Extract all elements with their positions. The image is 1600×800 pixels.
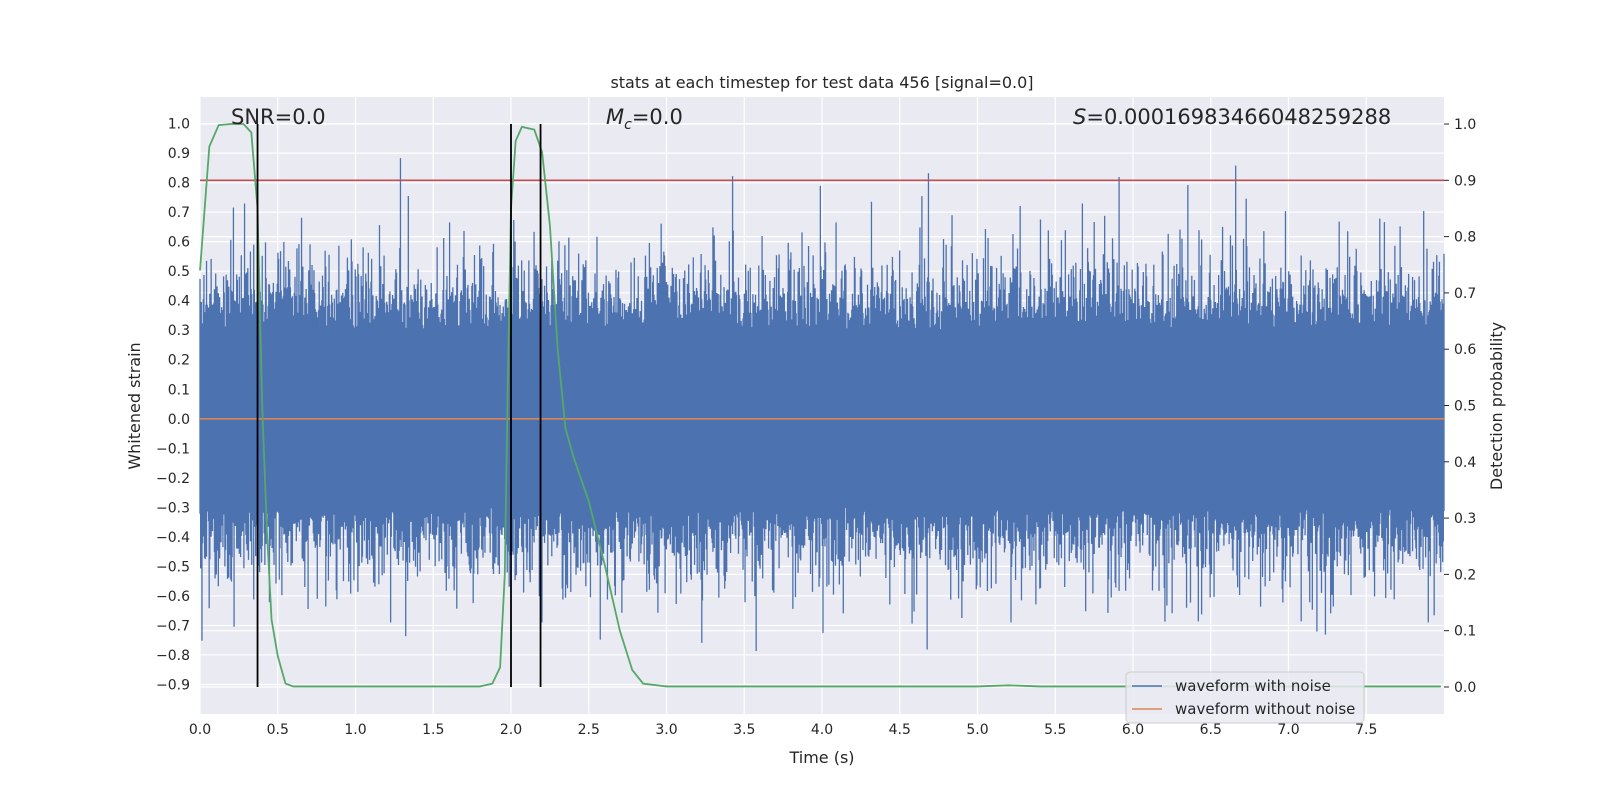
x-tick-label: 4.5 xyxy=(889,722,911,738)
x-tick-label: 6.0 xyxy=(1122,722,1144,738)
y2-tick-label: 1.0 xyxy=(1454,117,1476,133)
x-tick-label: 0.0 xyxy=(189,722,211,738)
chart-title: stats at each timestep for test data 456… xyxy=(610,73,1033,92)
y2-axis-label: Detection probability xyxy=(1487,322,1506,490)
y2-tick-label: 0.4 xyxy=(1454,455,1476,471)
x-tick-label: 3.5 xyxy=(733,722,755,738)
y-tick-label: 0.0 xyxy=(168,412,190,428)
y-tick-label: 0.9 xyxy=(168,146,190,162)
legend-label-clean: waveform without noise xyxy=(1175,700,1355,718)
y-tick-label: −0.7 xyxy=(156,618,190,634)
x-tick-label: 6.5 xyxy=(1200,722,1222,738)
x-axis-label: Time (s) xyxy=(788,748,854,767)
score-symbol: S xyxy=(1073,105,1086,129)
x-tick-label: 7.0 xyxy=(1277,722,1299,738)
y2-tick-label: 0.3 xyxy=(1454,511,1476,527)
y-tick-label: 0.6 xyxy=(168,235,190,251)
legend-box xyxy=(1125,671,1365,724)
x-tick-label: 5.5 xyxy=(1044,722,1066,738)
chirp-mass-annotation: Mc=0.0 xyxy=(606,105,683,133)
y2-tick-label: 0.2 xyxy=(1454,567,1476,583)
y-tick-label: 1.0 xyxy=(168,117,190,133)
legend: waveform with noise waveform without noi… xyxy=(1125,671,1365,724)
y-tick-label: 0.2 xyxy=(168,353,190,369)
noise-series xyxy=(199,158,1445,651)
noise-trace xyxy=(199,158,1445,651)
ticks: 0.0 0.5 1.0 1.5 2.0 2.5 3.0 3.5 4.0 4.5 5.0 5.5 6.0 6… xyxy=(156,117,1476,738)
y-tick-label: −0.2 xyxy=(156,471,190,487)
y-tick-label: −0.4 xyxy=(156,530,190,546)
y-tick-label: 0.4 xyxy=(168,294,190,310)
chirp-mass-subscript: c xyxy=(624,117,632,133)
y2-tick-label: 0.1 xyxy=(1454,624,1476,640)
x-tick-label: 5.0 xyxy=(966,722,988,738)
y-tick-label: −0.9 xyxy=(156,677,190,693)
y-tick-label: −0.5 xyxy=(156,559,190,575)
y-tick-label: 0.7 xyxy=(168,205,190,221)
x-tick-label: 1.0 xyxy=(344,722,366,738)
y-tick-label: −0.1 xyxy=(156,441,190,457)
x-tick-label: 3.0 xyxy=(655,722,677,738)
x-tick-label: 1.5 xyxy=(422,722,444,738)
y-tick-label: −0.3 xyxy=(156,500,190,516)
y2-tick-label: 0.0 xyxy=(1454,680,1476,696)
overlay-series xyxy=(199,123,1444,688)
y-tick-label: 0.8 xyxy=(168,176,190,192)
score-annotation: S=0.00016983466048259288 xyxy=(1073,105,1391,129)
x-tick-label: 7.5 xyxy=(1355,722,1377,738)
y-tick-label: −0.8 xyxy=(156,648,190,664)
y2-tick-label: 0.7 xyxy=(1454,286,1476,302)
x-tick-label: 2.0 xyxy=(500,722,522,738)
y-tick-label: 0.1 xyxy=(168,382,190,398)
chirp-mass-symbol: M xyxy=(606,105,624,129)
y-axis-label: Whitened strain xyxy=(125,342,144,469)
y-tick-label: 0.3 xyxy=(168,323,190,339)
y2-tick-label: 0.8 xyxy=(1454,230,1476,246)
score-value: =0.00016983466048259288 xyxy=(1086,105,1391,129)
y2-tick-label: 0.5 xyxy=(1454,399,1476,415)
y-tick-label: 0.5 xyxy=(168,264,190,280)
y-tick-label: −0.6 xyxy=(156,589,190,605)
x-tick-label: 2.5 xyxy=(578,722,600,738)
y2-tick-label: 0.6 xyxy=(1454,342,1476,358)
x-tick-label: 4.0 xyxy=(811,722,833,738)
y2-tick-label: 0.9 xyxy=(1454,173,1476,189)
chirp-mass-value: =0.0 xyxy=(632,105,683,129)
x-tick-label: 0.5 xyxy=(267,722,289,738)
snr-annotation: SNR=0.0 xyxy=(231,105,326,129)
legend-label-noise: waveform with noise xyxy=(1175,677,1331,695)
